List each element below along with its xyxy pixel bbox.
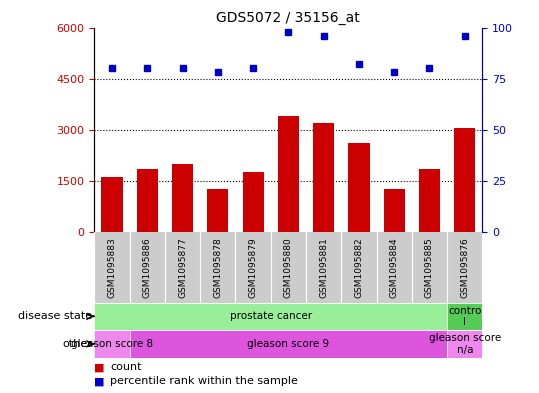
Bar <box>313 123 334 232</box>
Title: GDS5072 / 35156_at: GDS5072 / 35156_at <box>217 11 360 25</box>
Bar <box>207 189 229 232</box>
Text: GSM1095882: GSM1095882 <box>355 237 363 298</box>
Bar <box>454 128 475 232</box>
Text: GSM1095884: GSM1095884 <box>390 237 399 298</box>
Text: GSM1095876: GSM1095876 <box>460 237 469 298</box>
Text: percentile rank within the sample: percentile rank within the sample <box>110 376 299 386</box>
Text: gleason score 8: gleason score 8 <box>71 339 153 349</box>
Text: GSM1095879: GSM1095879 <box>248 237 258 298</box>
Bar <box>101 177 122 232</box>
Bar <box>348 143 370 232</box>
Bar <box>243 172 264 232</box>
Text: prostate cancer: prostate cancer <box>230 311 312 321</box>
Bar <box>137 169 158 232</box>
Text: GSM1095881: GSM1095881 <box>319 237 328 298</box>
Bar <box>384 189 405 232</box>
Text: ■: ■ <box>94 362 105 373</box>
Text: GSM1095885: GSM1095885 <box>425 237 434 298</box>
Text: gleason score
n/a: gleason score n/a <box>429 333 501 354</box>
Text: GSM1095886: GSM1095886 <box>143 237 152 298</box>
Bar <box>172 164 193 232</box>
Bar <box>94 330 129 358</box>
Text: disease state: disease state <box>18 311 93 321</box>
Text: count: count <box>110 362 142 373</box>
Text: other: other <box>63 339 93 349</box>
Bar <box>447 330 482 358</box>
Bar <box>419 169 440 232</box>
Text: gleason score 9: gleason score 9 <box>247 339 329 349</box>
Bar <box>447 303 482 330</box>
Bar <box>129 330 447 358</box>
Text: ■: ■ <box>94 376 105 386</box>
Text: GSM1095878: GSM1095878 <box>213 237 222 298</box>
Text: contro
l: contro l <box>448 306 481 327</box>
Text: GSM1095883: GSM1095883 <box>107 237 116 298</box>
Text: GSM1095880: GSM1095880 <box>284 237 293 298</box>
Text: GSM1095877: GSM1095877 <box>178 237 187 298</box>
Bar <box>278 116 299 232</box>
